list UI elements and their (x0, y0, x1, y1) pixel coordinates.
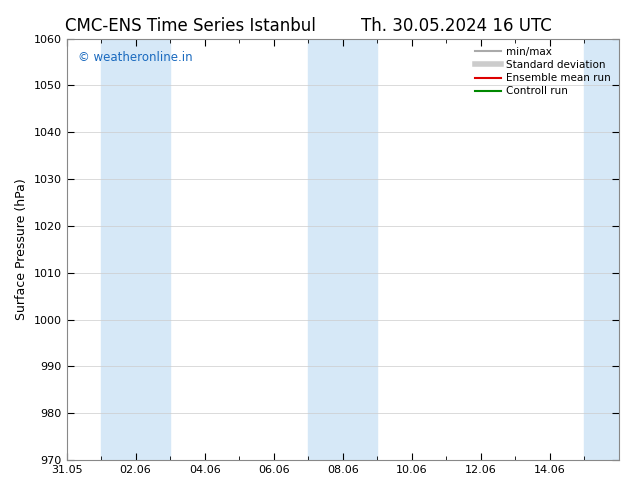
Y-axis label: Surface Pressure (hPa): Surface Pressure (hPa) (15, 178, 28, 320)
Text: © weatheronline.in: © weatheronline.in (77, 51, 192, 64)
Legend: min/max, Standard deviation, Ensemble mean run, Controll run: min/max, Standard deviation, Ensemble me… (472, 44, 614, 99)
Bar (101, 39, 170, 460)
Bar (585, 39, 619, 460)
Text: Th. 30.05.2024 16 UTC: Th. 30.05.2024 16 UTC (361, 17, 552, 35)
Text: CMC-ENS Time Series Istanbul: CMC-ENS Time Series Istanbul (65, 17, 316, 35)
Bar (308, 39, 377, 460)
